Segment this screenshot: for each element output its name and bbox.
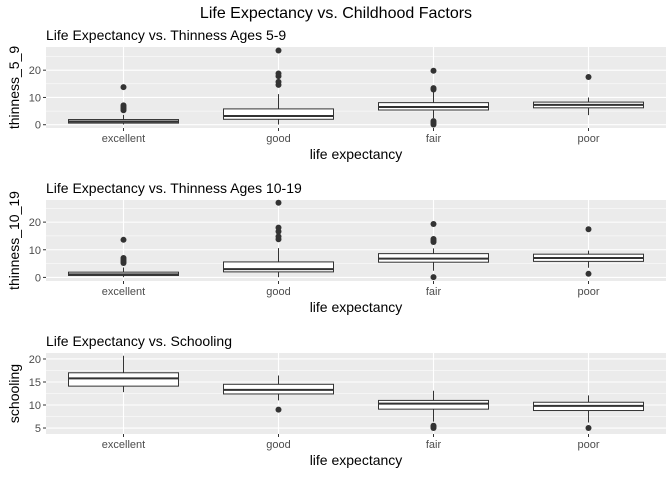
outlier-point bbox=[275, 199, 282, 206]
x-tick-label: fair bbox=[426, 133, 442, 145]
box-good bbox=[223, 375, 334, 413]
x-tick-label: good bbox=[266, 439, 290, 451]
x-tick-label: poor bbox=[577, 286, 599, 298]
outlier-point bbox=[275, 233, 282, 240]
y-tick-label: 5 bbox=[35, 423, 41, 435]
x-axis-label: life expectancy bbox=[310, 146, 403, 162]
box-body bbox=[68, 372, 179, 387]
box-fair bbox=[378, 221, 489, 281]
outlier-point bbox=[430, 85, 437, 92]
x-tick-label: good bbox=[266, 286, 290, 298]
y-tick-label: 10 bbox=[29, 245, 41, 257]
outlier-point bbox=[275, 47, 282, 54]
x-tick-label: poor bbox=[577, 439, 599, 451]
panel-title: Life Expectancy vs. Schooling bbox=[46, 333, 232, 349]
box-poor bbox=[533, 74, 644, 116]
chart-panel-2: Life Expectancy vs. Thinness Ages 10-19 0… bbox=[6, 180, 666, 315]
y-tick-label: 10 bbox=[29, 92, 41, 104]
box-excellent bbox=[68, 84, 179, 125]
x-axis-label: life expectancy bbox=[310, 452, 403, 468]
y-tick-label: 10 bbox=[29, 400, 41, 412]
outlier-point bbox=[585, 226, 592, 233]
box-good bbox=[223, 47, 334, 125]
chart-panel-3: Life Expectancy vs. Schooling 5 10 15 20 exce… bbox=[6, 333, 666, 468]
y-tick-label: 20 bbox=[29, 217, 41, 229]
panel-background bbox=[46, 47, 666, 128]
outlier-point bbox=[275, 78, 282, 85]
outlier-point bbox=[120, 255, 127, 262]
figure-title: Life Expectancy vs. Childhood Factors bbox=[200, 5, 472, 22]
box-poor bbox=[533, 226, 644, 277]
x-tick-label: excellent bbox=[102, 286, 145, 298]
chart-panel-1: Life Expectancy vs. Thinness Ages 5-9 0 10… bbox=[6, 27, 666, 162]
y-tick-label: 20 bbox=[29, 354, 41, 366]
y-axis-label: thinness_10_19 bbox=[6, 191, 22, 290]
y-axis-label: schooling bbox=[6, 364, 22, 423]
x-tick-label: fair bbox=[426, 439, 442, 451]
x-tick-label: fair bbox=[426, 286, 442, 298]
panel-background bbox=[46, 200, 666, 281]
x-tick-label: excellent bbox=[102, 133, 145, 145]
outlier-point bbox=[275, 224, 282, 231]
y-tick-label: 0 bbox=[35, 120, 41, 132]
box-body bbox=[378, 399, 489, 410]
outlier-point bbox=[275, 406, 282, 413]
x-tick-label: poor bbox=[577, 133, 599, 145]
y-axis-label: thinness_5_9 bbox=[6, 46, 22, 130]
outlier-point bbox=[430, 67, 437, 74]
y-tick-label: 15 bbox=[29, 377, 41, 389]
outlier-point bbox=[120, 102, 127, 109]
y-tick-label: 20 bbox=[29, 65, 41, 77]
outlier-point bbox=[430, 235, 437, 242]
outlier-point bbox=[430, 274, 437, 281]
box-excellent bbox=[68, 355, 179, 393]
outlier-point bbox=[120, 236, 127, 243]
outlier-point bbox=[585, 74, 592, 80]
box-fair bbox=[378, 390, 489, 432]
x-axis-label: life expectancy bbox=[310, 299, 403, 315]
outlier-point bbox=[585, 270, 592, 277]
box-poor bbox=[533, 395, 644, 432]
box-excellent bbox=[68, 236, 179, 278]
box-body bbox=[223, 261, 334, 273]
outlier-point bbox=[585, 425, 592, 432]
panel-title: Life Expectancy vs. Thinness Ages 5-9 bbox=[46, 27, 286, 43]
box-fair bbox=[378, 67, 489, 128]
y-tick-label: 0 bbox=[35, 272, 41, 284]
outlier-point bbox=[120, 84, 127, 91]
outlier-point bbox=[430, 221, 437, 228]
box-good bbox=[223, 199, 334, 278]
panel-title: Life Expectancy vs. Thinness Ages 10-19 bbox=[46, 180, 302, 196]
x-tick-label: excellent bbox=[102, 439, 145, 451]
outlier-point bbox=[275, 70, 282, 77]
outlier-point bbox=[430, 422, 437, 429]
x-tick-label: good bbox=[266, 133, 290, 145]
box-body bbox=[223, 108, 334, 120]
outlier-point bbox=[430, 118, 437, 125]
